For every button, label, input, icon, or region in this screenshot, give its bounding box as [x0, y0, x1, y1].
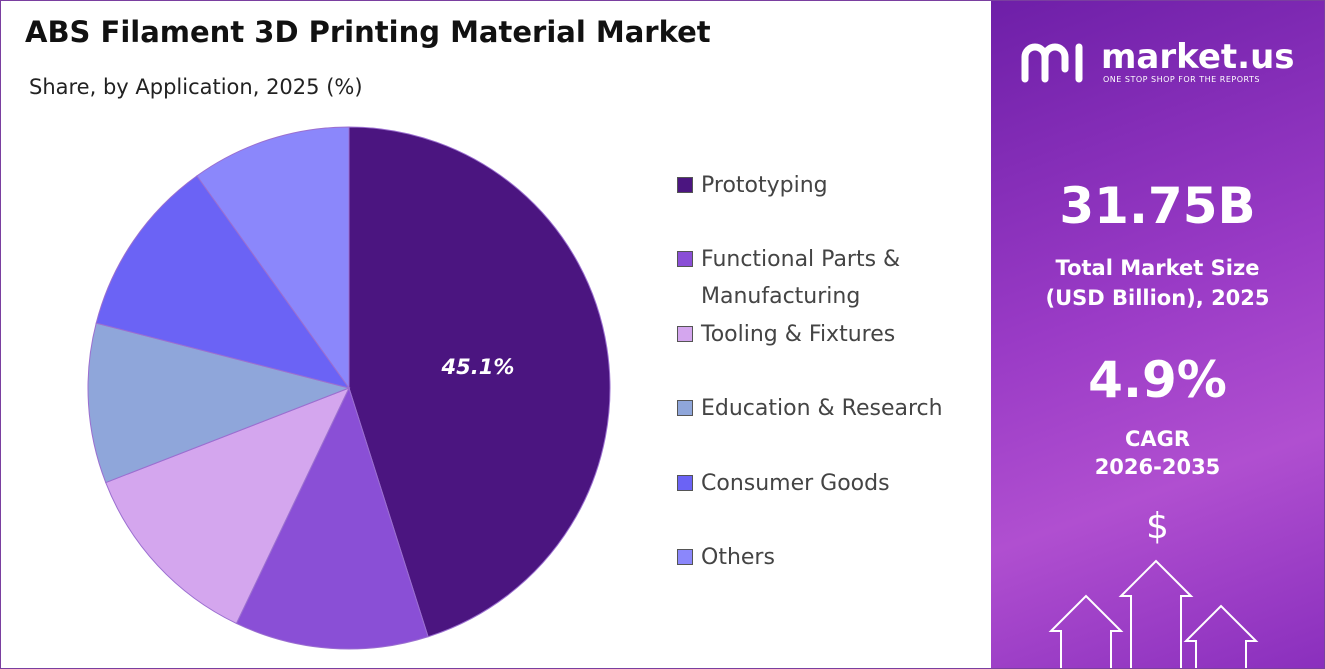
chart-title: ABS Filament 3D Printing Material Market	[25, 15, 711, 49]
legend-item: Tooling & Fixtures	[677, 316, 967, 353]
chart-area: ABS Filament 3D Printing Material Market…	[1, 1, 991, 668]
legend-swatch	[677, 549, 693, 565]
growth-arrows	[1048, 559, 1259, 668]
legend-label: Education & Research	[701, 396, 943, 422]
legend-item: Prototyping	[677, 167, 967, 204]
legend-swatch	[677, 400, 693, 417]
legend-label: Others	[701, 545, 775, 570]
logo-tagline: ONE STOP SHOP FOR THE REPORTS	[1103, 75, 1260, 84]
market-size-label: Total Market Size (USD Billion), 2025	[1045, 256, 1270, 310]
legend-swatch	[677, 251, 693, 268]
legend-item: Education & Research	[677, 390, 967, 427]
pie-chart: 45.1%	[87, 126, 611, 650]
cagr-period: 2026-2035	[1094, 455, 1221, 479]
market-size: 31.75B	[1059, 177, 1256, 235]
legend-swatch	[677, 325, 693, 342]
pie-slice	[95, 175, 351, 389]
pie-slice	[196, 126, 350, 390]
info-panel: market.us ONE STOP SHOP FOR THE REPORTS …	[991, 1, 1324, 668]
legend-item: Functional Parts & Manufacturing	[677, 241, 967, 315]
dollar-icon: $	[1146, 506, 1169, 547]
pie-slice	[87, 322, 351, 484]
logo-text: market.us	[1101, 37, 1295, 77]
cagr-value: 4.9%	[1088, 351, 1227, 409]
legend-label: Prototyping	[701, 173, 828, 198]
pie-slice	[348, 126, 611, 638]
chart-subtitle: Share, by Application, 2025 (%)	[29, 75, 363, 99]
legend-label: Tooling & Fixtures	[701, 321, 896, 347]
logo-icon	[1021, 43, 1083, 83]
logo: market.us ONE STOP SHOP FOR THE REPORTS	[1021, 37, 1301, 89]
legend-swatch	[677, 474, 693, 491]
cagr-label: CAGR	[1124, 427, 1191, 451]
pie-slice	[235, 386, 429, 650]
legend-item: Others	[677, 539, 967, 576]
legend-swatch	[677, 177, 693, 193]
pie-slice	[105, 387, 350, 625]
legend-label: Consumer Goods	[701, 470, 890, 496]
data-label: 45.1%	[441, 355, 515, 379]
legend-item: Consumer Goods	[677, 465, 967, 502]
legend-label: Functional Parts & Manufacturing	[701, 247, 901, 310]
